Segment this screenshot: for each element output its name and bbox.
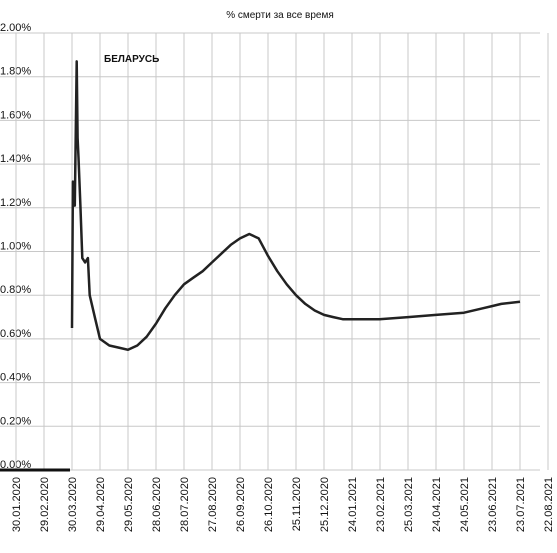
legend-label: БЕЛАРУСЬ	[104, 54, 159, 65]
x-tick-label: 26.09.2020	[235, 477, 247, 532]
x-tick-label: 23.02.2021	[375, 477, 387, 532]
x-tick-label: 23.07.2021	[515, 477, 527, 532]
data-line	[70, 60, 521, 352]
y-tick-label: 2.00%	[0, 22, 31, 34]
x-tick-label: 25.11.2020	[291, 477, 303, 531]
x-tick-label: 22.08.2021	[543, 477, 555, 532]
chart-title: % смерти за все время	[226, 10, 334, 21]
x-tick-label: 29.05.2020	[123, 477, 135, 532]
x-tick-label: 26.10.2020	[263, 477, 275, 532]
x-tick-label: 25.12.2020	[319, 477, 331, 532]
x-tick-label: 24.04.2021	[431, 477, 443, 532]
x-tick-label: 27.08.2020	[207, 477, 219, 532]
x-tick-label: 23.06.2021	[487, 477, 499, 532]
x-tick-label: 28.06.2020	[151, 477, 163, 532]
x-tick-label: 29.02.2020	[39, 477, 51, 532]
x-tick-label: 30.01.2020	[11, 477, 23, 532]
x-tick-label: 28.07.2020	[179, 477, 191, 532]
x-tick-label: 29.04.2020	[95, 477, 107, 532]
x-tick-label: 24.01.2021	[347, 477, 359, 532]
x-tick-label: 30.03.2020	[67, 477, 79, 532]
x-tick-label: 24.05.2021	[459, 477, 471, 532]
x-tick-label: 25.03.2021	[403, 477, 415, 532]
